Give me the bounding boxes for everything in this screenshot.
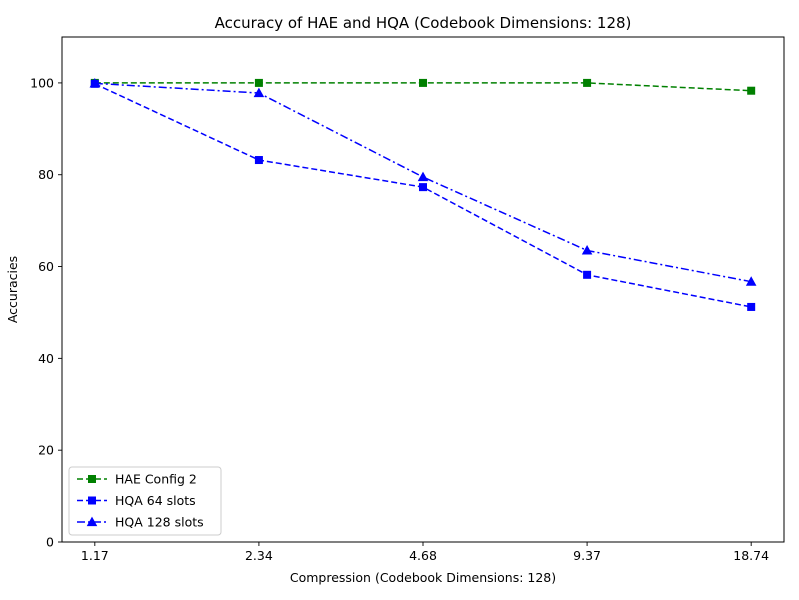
legend-item: HQA 64 slots xyxy=(77,493,196,508)
x-tick-label: 9.37 xyxy=(573,548,601,563)
legend-item: HQA 128 slots xyxy=(77,515,204,530)
x-tick-label: 2.34 xyxy=(245,548,273,563)
legend-box xyxy=(68,466,222,536)
x-tick-label: 4.68 xyxy=(409,548,437,563)
data-point xyxy=(417,171,429,182)
y-tick-label: 40 xyxy=(38,351,54,366)
legend: HAE Config 2 HQA 64 slots HQA 128 slots xyxy=(68,466,222,536)
series-2 xyxy=(89,77,757,286)
chart-title: Accuracy of HAE and HQA (Codebook Dimens… xyxy=(215,14,632,32)
data-point xyxy=(418,183,427,192)
legend-marker xyxy=(86,516,98,527)
data-point xyxy=(418,78,427,87)
y-tick-label: 80 xyxy=(38,167,54,182)
series-layer xyxy=(89,77,757,311)
data-point xyxy=(581,245,593,255)
y-tick-label: 0 xyxy=(46,535,54,550)
data-point xyxy=(583,78,592,87)
series-1 xyxy=(90,79,756,311)
data-point xyxy=(89,77,101,88)
y-tick-label: 60 xyxy=(38,259,54,274)
x-axis: 1.17 2.34 4.68 9.37 18.74 xyxy=(81,542,769,563)
data-point xyxy=(747,86,756,95)
x-axis-label: Compression (Codebook Dimensions: 128) xyxy=(290,570,556,585)
legend-marker xyxy=(88,496,97,505)
data-point xyxy=(253,87,265,98)
data-point xyxy=(583,270,592,279)
legend-label: HAE Config 2 xyxy=(115,472,197,487)
legend-label: HQA 64 slots xyxy=(115,493,196,508)
x-tick-label: 1.17 xyxy=(81,548,109,563)
y-axis: 0 20 40 60 80 100 xyxy=(30,75,62,550)
legend-marker xyxy=(88,474,97,483)
legend-item: HAE Config 2 xyxy=(77,472,197,487)
y-tick-label: 20 xyxy=(38,443,54,458)
x-tick-label: 18.74 xyxy=(733,548,769,563)
legend-label: HQA 128 slots xyxy=(115,515,204,530)
data-point xyxy=(254,78,263,87)
data-point xyxy=(747,302,756,311)
y-axis-label: Accuracies xyxy=(5,256,20,323)
y-tick-label: 100 xyxy=(30,75,54,90)
data-point xyxy=(745,276,757,286)
data-point xyxy=(254,156,263,165)
